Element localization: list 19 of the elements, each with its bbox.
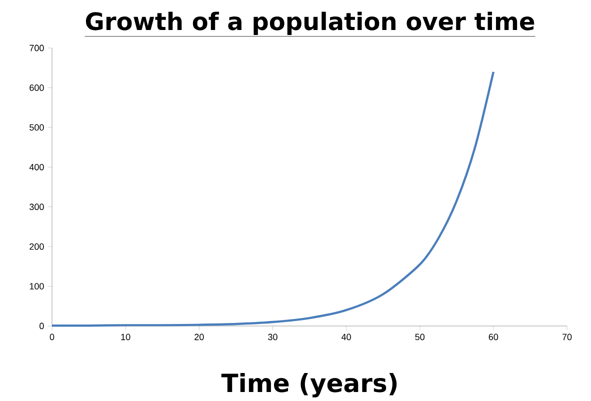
y-tick-label: 500 [30, 124, 44, 131]
x-tick-label: 10 [121, 334, 130, 340]
y-tick-label: 700 [30, 44, 44, 52]
chart-title: Growth of a population over time [86, 12, 534, 36]
x-tick-label: 70 [562, 334, 572, 340]
x-tick-label: 50 [415, 334, 425, 340]
y-tick-label: 200 [30, 244, 44, 250]
line-series [50, 70, 495, 327]
x-tick-label: 0 [50, 334, 54, 340]
y-tick-label: 400 [29, 164, 44, 170]
y-tick-label: 0 [40, 322, 44, 330]
x-tick-label: 20 [194, 334, 204, 340]
x-tick-label: 40 [341, 334, 351, 340]
y-tick-label: 600 [30, 84, 44, 92]
y-tick-label: 300 [30, 204, 44, 210]
x-tick-label: 30 [268, 334, 278, 340]
y-tick-label: 100 [30, 283, 44, 290]
x-axis-title: Time (years) [221, 373, 397, 398]
x-tick-label: 60 [488, 334, 498, 340]
